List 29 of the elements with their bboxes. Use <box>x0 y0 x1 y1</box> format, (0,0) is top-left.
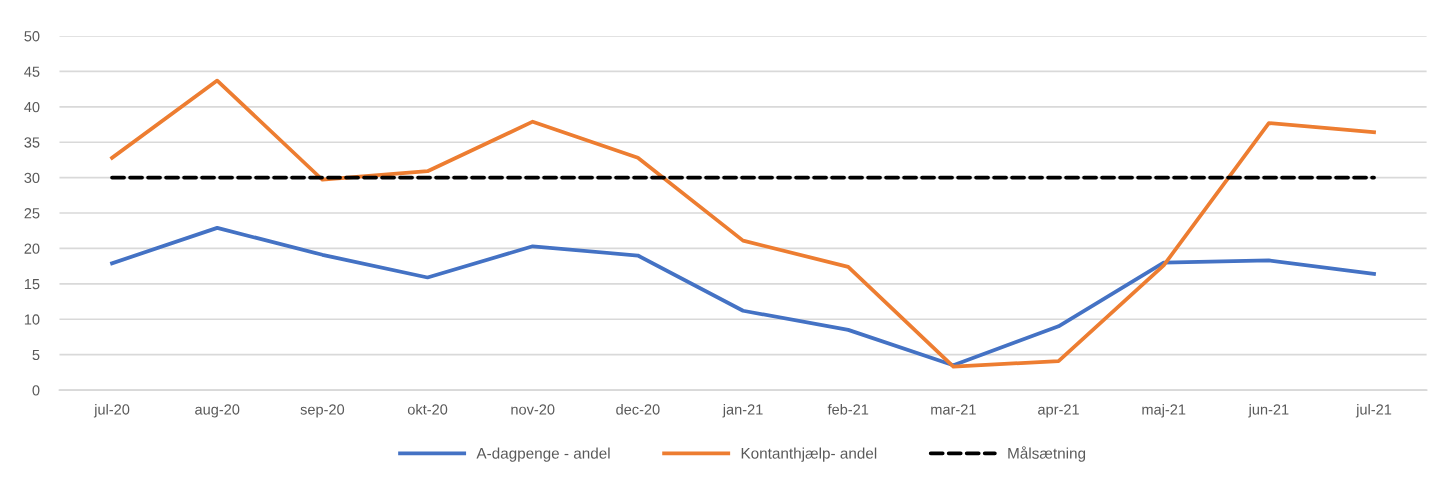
y-tick-label: 5 <box>32 349 40 361</box>
y-tick-label: 15 <box>24 279 40 290</box>
y-tick-label: 35 <box>24 137 40 148</box>
x-tick-label: aug-20 <box>195 404 240 418</box>
legend-label: Målsætning <box>1008 446 1086 462</box>
x-tick-label: mar-21 <box>931 404 976 415</box>
y-tick-label: 30 <box>24 172 40 184</box>
x-tick-label: jul-20 <box>93 403 130 418</box>
y-tick-label: 10 <box>24 314 40 325</box>
y-tick-label: 20 <box>24 243 40 254</box>
y-tick-label: 40 <box>24 101 40 113</box>
x-tick-label: feb-21 <box>827 403 869 415</box>
y-tick-label: 50 <box>24 31 40 42</box>
x-tick-label: okt-20 <box>407 403 448 415</box>
legend-label: A-dagpenge - andel <box>476 447 610 462</box>
y-tick-label: 25 <box>24 208 40 219</box>
y-tick-label: 45 <box>24 66 40 77</box>
line-series <box>110 226 1376 368</box>
legend-label: Kontanthjælp- andel <box>741 447 877 462</box>
x-tick-label: jun-21 <box>1248 403 1289 418</box>
x-tick-label: maj-21 <box>1142 403 1186 418</box>
x-tick-label: jan-21 <box>722 403 763 418</box>
x-tick-label: sep-20 <box>300 404 345 418</box>
line-series <box>110 78 1376 369</box>
x-tick-label: nov-20 <box>511 404 555 415</box>
x-tick-label: jul-21 <box>1355 403 1392 418</box>
x-tick-label: apr-21 <box>1038 404 1079 418</box>
x-tick-label: dec-20 <box>616 403 660 415</box>
y-tick-label: 0 <box>32 385 40 396</box>
